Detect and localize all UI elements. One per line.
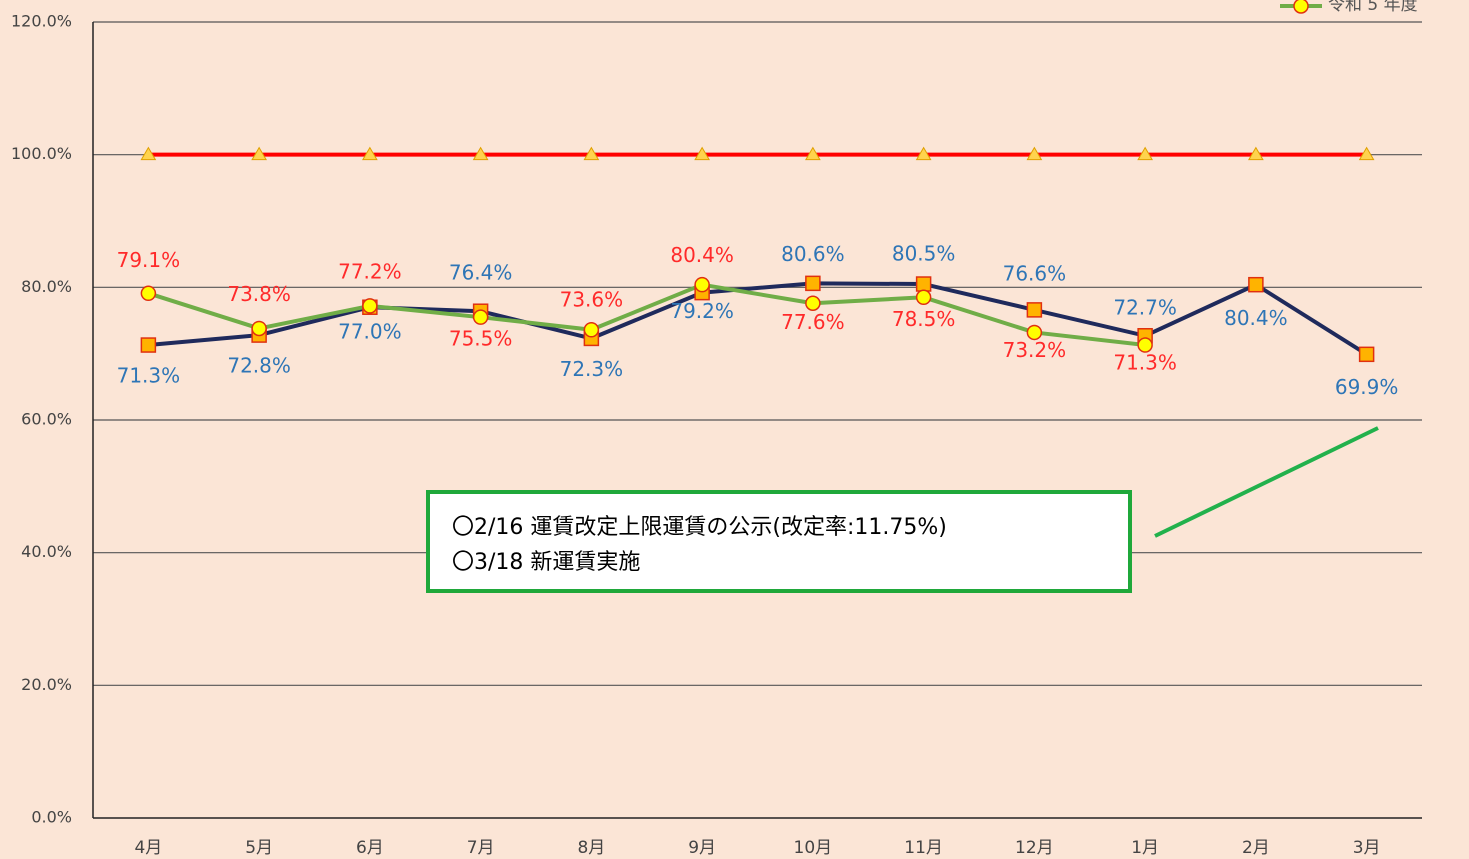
x-tick-label: 9月 bbox=[688, 838, 716, 858]
data-label: 77.0% bbox=[338, 320, 402, 344]
data-label: 76.4% bbox=[449, 261, 513, 285]
point bbox=[694, 146, 710, 161]
point bbox=[362, 146, 378, 161]
y-tick-label: 120.0% bbox=[11, 12, 72, 31]
point bbox=[251, 320, 267, 337]
point bbox=[1248, 146, 1264, 161]
data-label: 77.2% bbox=[338, 259, 402, 283]
annotation-text: 〇3/18 新運賃実施 bbox=[452, 550, 640, 575]
annotation-pointer bbox=[1154, 426, 1379, 538]
x-tick-label: 10月 bbox=[794, 838, 833, 858]
point bbox=[1026, 146, 1043, 161]
point bbox=[583, 322, 600, 338]
point bbox=[915, 146, 932, 161]
data-label: 69.9% bbox=[1335, 375, 1399, 399]
annotation-box bbox=[426, 490, 1132, 593]
x-tick-label: 5月 bbox=[245, 838, 273, 858]
x-tick-label: 4月 bbox=[134, 838, 162, 858]
point bbox=[805, 275, 821, 292]
x-tick-label: 3月 bbox=[1353, 838, 1381, 858]
data-label: 73.2% bbox=[1003, 338, 1067, 362]
legend-marker bbox=[1293, 0, 1309, 14]
data-label: 72.3% bbox=[560, 357, 624, 381]
point bbox=[805, 146, 821, 161]
series-line bbox=[147, 282, 1146, 348]
data-label: 80.5% bbox=[892, 242, 956, 266]
point bbox=[915, 289, 932, 306]
data-label: 79.2% bbox=[670, 299, 734, 323]
data-label: 80.6% bbox=[781, 242, 845, 266]
point bbox=[1137, 146, 1154, 161]
point bbox=[251, 146, 267, 161]
point bbox=[140, 285, 157, 302]
point bbox=[1358, 346, 1375, 363]
point bbox=[1026, 324, 1043, 341]
y-tick-label: 80.0% bbox=[21, 277, 72, 296]
y-tick-label: 40.0% bbox=[21, 542, 72, 561]
x-tick-label: 7月 bbox=[467, 838, 495, 858]
y-tick-label: 60.0% bbox=[21, 410, 72, 429]
point bbox=[472, 146, 489, 161]
x-tick-label: 6月 bbox=[356, 838, 384, 858]
point bbox=[805, 295, 821, 312]
data-label: 80.4% bbox=[1224, 306, 1288, 330]
data-label: 75.5% bbox=[449, 327, 513, 351]
point bbox=[1026, 302, 1043, 318]
y-tick-label: 20.0% bbox=[21, 675, 72, 694]
data-label: 72.8% bbox=[227, 354, 291, 378]
point bbox=[362, 298, 378, 314]
data-label: 73.8% bbox=[227, 282, 291, 306]
x-tick-label: 2月 bbox=[1242, 838, 1270, 858]
data-label: 71.3% bbox=[1113, 351, 1177, 375]
data-label: 71.3% bbox=[117, 364, 181, 388]
point bbox=[583, 146, 600, 161]
legend-label: 令和 5 年度 bbox=[1328, 0, 1418, 15]
x-tick-label: 11月 bbox=[904, 838, 943, 858]
data-label: 73.6% bbox=[560, 287, 624, 311]
point bbox=[472, 309, 489, 325]
y-tick-label: 100.0% bbox=[11, 144, 72, 163]
point bbox=[140, 337, 157, 353]
x-tick-label: 1月 bbox=[1131, 838, 1159, 858]
data-label: 78.5% bbox=[892, 307, 956, 331]
data-label: 80.4% bbox=[670, 243, 734, 267]
point bbox=[140, 146, 157, 161]
point bbox=[694, 276, 710, 293]
x-tick-label: 8月 bbox=[577, 838, 605, 858]
point bbox=[915, 276, 932, 292]
data-label: 72.7% bbox=[1113, 295, 1177, 319]
x-tick-label: 12月 bbox=[1015, 838, 1054, 858]
annotation-text: 〇2/16 運賃改定上限運賃の公示(改定率:11.75%) bbox=[452, 515, 947, 540]
data-label: 77.6% bbox=[781, 310, 845, 334]
data-label: 79.1% bbox=[117, 248, 181, 272]
point bbox=[1358, 146, 1375, 161]
data-label: 76.6% bbox=[1003, 261, 1067, 285]
point bbox=[1248, 276, 1264, 293]
series-line bbox=[148, 281, 1368, 357]
point bbox=[1137, 337, 1153, 353]
y-tick-label: 0.0% bbox=[31, 808, 72, 827]
